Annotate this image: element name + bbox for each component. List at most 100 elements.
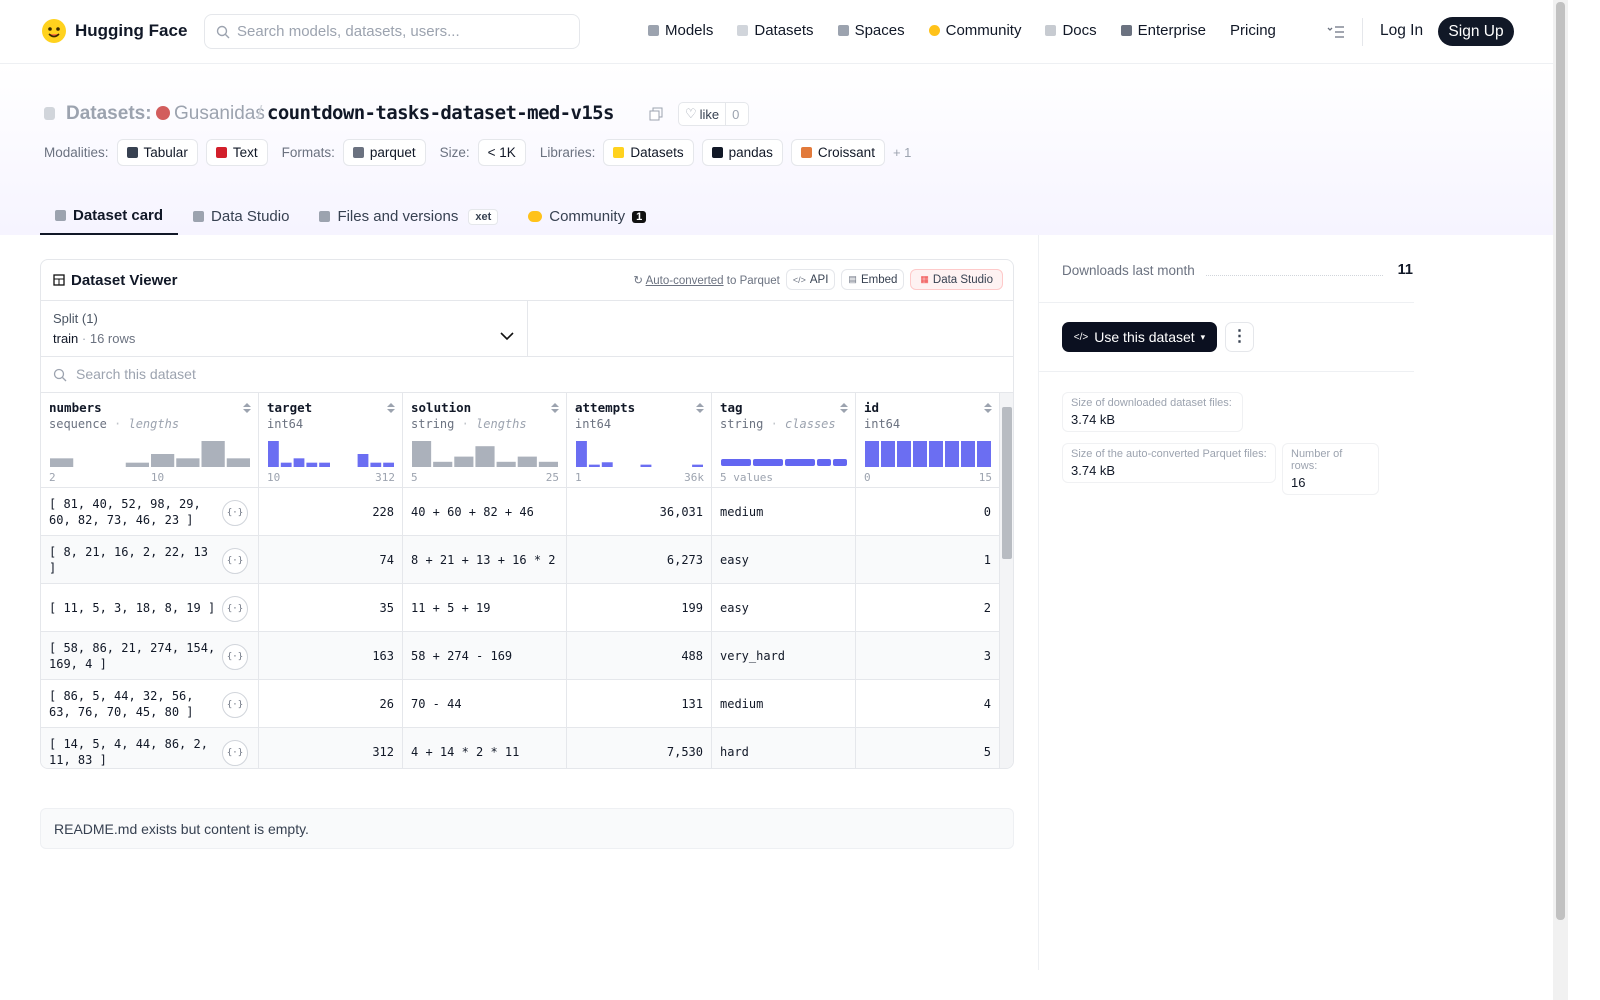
histogram: [721, 459, 847, 466]
repo-name[interactable]: countdown-tasks-dataset-med-v15s: [267, 102, 614, 124]
nav-link[interactable]: Docs: [1045, 22, 1097, 39]
nav-link[interactable]: Community: [928, 22, 1022, 39]
tab[interactable]: Data Studio: [178, 198, 304, 235]
copy-icon[interactable]: [649, 107, 663, 121]
sort-icon[interactable]: [695, 402, 705, 414]
login[interactable]: Log In: [1380, 22, 1424, 39]
viewer-search[interactable]: Search this dataset: [41, 356, 1013, 393]
cell-text: 11 + 5 + 19: [411, 600, 491, 615]
tag[interactable]: Tabular: [116, 139, 198, 166]
tag[interactable]: parquet: [342, 139, 426, 166]
viewer-actions: ↻ Auto-converted to Parquet </> API ▤ Embed…: [633, 269, 1003, 290]
cell: 6,273: [567, 536, 712, 584]
cell-text: 312: [372, 744, 394, 759]
viewer-button[interactable]: ▦ Data Studio: [910, 269, 1003, 290]
sort-icon[interactable]: [550, 402, 560, 414]
column-header: tag string · classes 5 values: [712, 393, 856, 488]
more-tags[interactable]: + 1: [892, 145, 912, 160]
nav-link-text: Community: [945, 22, 1022, 39]
brand[interactable]: Hugging Face: [75, 21, 188, 40]
tag-text: Datasets: [630, 145, 684, 160]
tag[interactable]: pandas: [701, 139, 783, 166]
tag-icon: [126, 147, 138, 158]
hist-bar: [538, 461, 558, 467]
cell-text: 0: [983, 504, 991, 519]
signup[interactable]: Sign Up: [1438, 17, 1514, 46]
cell-text: [ 86, 5, 44, 32, 56, 63, 76, 70, 45, 80 …: [49, 688, 194, 719]
scroll-thumb[interactable]: [1002, 407, 1012, 559]
tag-icon: [800, 147, 812, 158]
hist-bar: [319, 462, 330, 467]
cell: 26: [259, 680, 403, 728]
sort-icon[interactable]: [983, 402, 993, 414]
sort-icon[interactable]: [839, 402, 849, 414]
tag[interactable]: < 1K: [477, 139, 526, 166]
hist-bar: [268, 441, 279, 467]
json-button[interactable]: {·}: [222, 548, 248, 574]
cell-text: 4 + 14 * 2 * 11: [411, 744, 520, 759]
tag[interactable]: Croissant: [790, 139, 885, 166]
tag-text: Croissant: [817, 145, 875, 160]
class-bar: [753, 459, 783, 466]
class-bar: [721, 459, 751, 466]
column-header: solution string · lengths 5 25: [403, 393, 567, 488]
stat-value: 3.74 kB: [1071, 412, 1116, 427]
viewer-button[interactable]: </> API: [785, 269, 836, 290]
readme-notice: README.md exists but content is empty.: [40, 808, 1014, 849]
nav-link[interactable]: Datasets: [737, 22, 814, 39]
sort-icon[interactable]: [386, 402, 396, 414]
more-button[interactable]: ⋮: [1225, 322, 1254, 352]
owner[interactable]: Gusanidas: [174, 103, 265, 124]
hist-range: 10 312: [267, 471, 395, 484]
hist-max: 25: [545, 471, 559, 484]
json-button[interactable]: {·}: [222, 500, 248, 526]
cell-text: 199: [681, 600, 703, 615]
histogram: [865, 441, 991, 467]
tab[interactable]: Files and versions xet: [304, 198, 513, 235]
cell: 2: [856, 584, 1000, 632]
sort-icon[interactable]: [242, 402, 252, 414]
tab[interactable]: Community 1: [513, 198, 661, 235]
tag[interactable]: Text: [205, 139, 268, 166]
json-button[interactable]: {·}: [222, 644, 248, 670]
tab-badge: xet: [468, 208, 499, 225]
tab-icon: [55, 210, 66, 221]
cell: 4 + 14 * 2 * 11: [403, 728, 567, 768]
split-select[interactable]: train · 16 rows: [53, 331, 136, 346]
json-button[interactable]: {·}: [222, 596, 248, 622]
search-placeholder: Search this dataset: [76, 366, 196, 382]
stat-label: Size of downloaded dataset files:: [1071, 397, 1232, 409]
cell: 40 + 60 + 82 + 46: [403, 488, 567, 536]
json-button[interactable]: {·}: [222, 740, 248, 766]
tab[interactable]: Dataset card: [40, 198, 179, 235]
use-dataset-button[interactable]: </> Use this dataset ▾: [1062, 322, 1217, 352]
scrollbar[interactable]: [1000, 393, 1013, 768]
nav-link[interactable]: Pricing: [1230, 22, 1276, 39]
repo-header: Datasets: Gusanidas / countdown-tasks-da…: [0, 64, 1553, 235]
viewer-button[interactable]: ▤ Embed: [841, 269, 905, 290]
hist-min: 2: [49, 471, 56, 484]
cell-text: medium: [720, 504, 764, 519]
code-icon: </>: [1073, 331, 1089, 343]
hist-min: 5: [411, 471, 418, 484]
page-scrollbar[interactable]: [1553, 0, 1568, 1000]
tab-label: Dataset card: [73, 207, 164, 224]
nav-link[interactable]: Spaces: [837, 22, 905, 39]
nav-link[interactable]: Models: [648, 22, 713, 39]
column-divider: [1038, 235, 1039, 970]
search-box[interactable]: Search models, datasets, users...: [204, 14, 580, 49]
page-scroll-thumb[interactable]: [1556, 2, 1565, 920]
converted-link[interactable]: Auto-converted: [645, 274, 724, 287]
column-type: int64: [864, 417, 991, 431]
menu-icon[interactable]: [1327, 25, 1345, 39]
like-button[interactable]: ♡ like 0: [678, 102, 749, 126]
hist-bar: [576, 441, 587, 467]
cell-text: [ 14, 5, 4, 44, 86, 2, 11, 83 ]: [49, 736, 208, 767]
chevron[interactable]: [499, 331, 515, 341]
json-button[interactable]: {·}: [222, 692, 248, 718]
nav-link[interactable]: Enterprise: [1120, 22, 1206, 39]
nav-links: Models Datasets Spaces Community Docs Enterpr…: [648, 22, 1276, 39]
tag[interactable]: Datasets: [603, 139, 694, 166]
logo[interactable]: [40, 17, 68, 45]
